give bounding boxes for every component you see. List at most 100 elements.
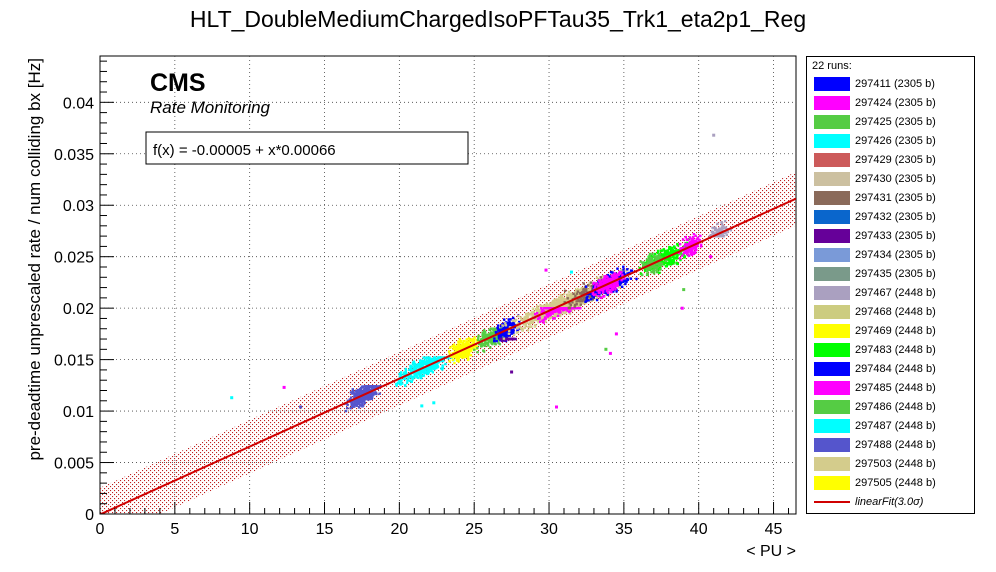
data-point [671,246,674,250]
data-point [366,388,369,392]
data-point [566,297,569,300]
y-tick-label: 0.005 [54,456,94,473]
data-point [418,362,422,365]
data-point [664,249,668,253]
data-point [469,349,473,353]
legend-swatch [814,96,850,110]
data-point [504,322,507,325]
data-point [476,351,479,354]
data-point [372,385,375,388]
data-point [459,344,462,348]
data-point [650,259,653,262]
data-point [529,319,532,323]
x-axis-label: < PU > [746,543,796,560]
data-point [535,317,538,320]
data-point [428,360,432,363]
data-point [448,352,451,356]
legend-swatch [814,134,850,148]
data-point [476,338,480,342]
data-point [432,366,436,370]
data-point [720,226,724,229]
data-point [660,263,663,266]
data-point [461,341,465,345]
data-point [690,241,693,244]
data-point [611,274,614,278]
data-point [452,347,455,351]
data-point [619,285,622,289]
data-point [607,284,610,287]
data-point [463,344,466,348]
data-point [433,360,436,363]
legend-label: 297430 (2305 b) [855,173,936,185]
data-point [558,309,562,312]
data-point [351,392,354,395]
x-tick-label: 5 [170,521,179,538]
data-point [352,391,355,394]
data-point [605,286,608,290]
data-point [356,402,359,405]
data-point [582,282,585,285]
data-point [430,358,433,362]
data-point [700,243,703,246]
legend-entry: 297505 (2448 b) [812,475,972,491]
data-point [669,261,672,264]
data-point [553,302,556,305]
data-point [404,370,408,373]
data-point [578,290,581,293]
data-point [530,319,533,322]
data-point [571,292,574,295]
data-point [569,293,572,296]
data-point [357,388,360,392]
data-point [506,337,509,341]
data-point [667,258,670,261]
data-point [404,384,407,387]
data-point [543,320,546,323]
legend-label: 297484 (2448 b) [855,363,936,375]
data-point [682,251,685,255]
legend-swatch [814,476,850,490]
data-point [685,249,689,253]
data-point [512,322,515,326]
data-point [591,298,595,301]
data-point [666,249,670,252]
data-point [556,298,560,301]
data-point [609,279,612,282]
fit-uncertainty-band [100,171,796,514]
data-point [451,345,454,348]
outlier-point [680,306,684,310]
data-point [473,336,476,339]
legend-swatch [814,438,850,452]
data-point [490,332,493,335]
data-point [530,311,533,314]
data-point [372,386,375,389]
data-point [692,236,695,239]
data-point [563,311,566,315]
data-point [490,338,494,341]
data-point [562,304,566,307]
data-point [635,277,638,281]
plot-frame [99,55,797,515]
data-point [376,385,379,388]
data-point [675,249,678,252]
data-point [584,302,587,305]
data-point [366,393,370,396]
data-point [351,401,354,404]
legend-entry: 297425 (2305 b) [812,114,972,130]
data-point [581,291,584,294]
data-point [531,321,534,324]
data-point [549,313,552,316]
data-point [463,352,466,356]
data-point [669,246,672,250]
data-point [526,312,530,315]
data-point [598,279,601,282]
data-point [582,301,585,305]
data-point [518,320,521,324]
data-point [554,312,558,315]
data-point [539,314,543,318]
data-point [538,315,541,318]
data-point [503,331,506,334]
data-point [618,283,621,286]
x-tick-label: 25 [465,521,483,538]
data-point [484,341,487,344]
data-point [630,269,634,272]
